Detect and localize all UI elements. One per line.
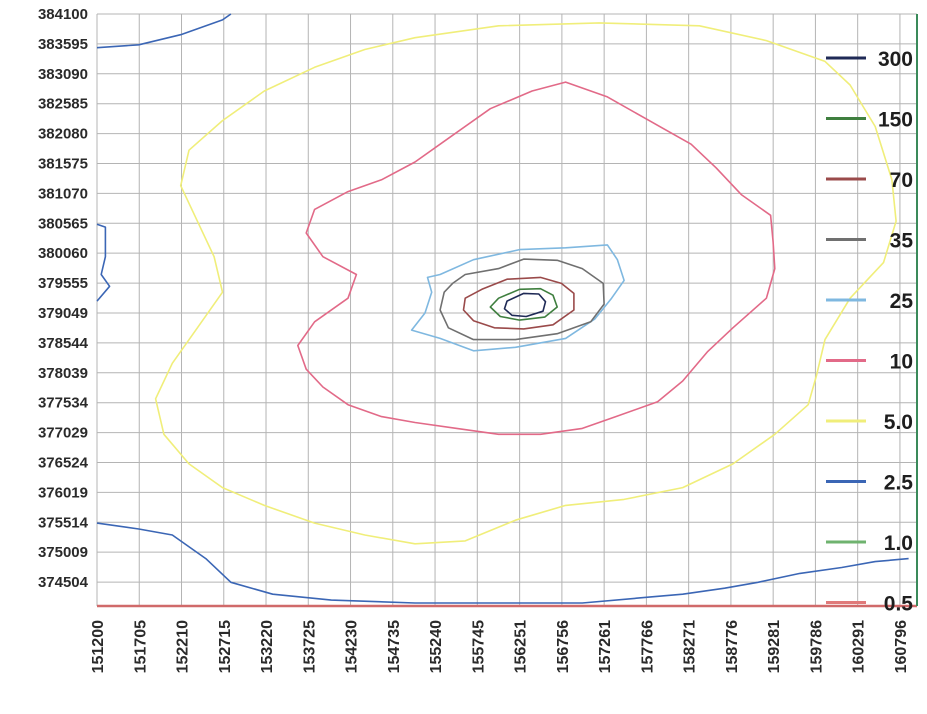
y-tick-label-19: 374504: [38, 574, 89, 591]
x-tick-label-7: 154735: [386, 620, 403, 673]
contour-line-2-5-7: [96, 13, 232, 49]
x-tick-label-6: 154230: [344, 620, 361, 673]
x-tick-label-10: 156251: [513, 620, 530, 673]
legend-label-1: 150: [878, 109, 913, 132]
y-tick-label-8: 380060: [38, 245, 88, 262]
contour-line-70-2: [462, 276, 575, 330]
x-tick-label-8: 155240: [428, 620, 445, 673]
x-tick-label-4: 153220: [259, 620, 276, 673]
contour-line-2-5-8: [96, 223, 111, 302]
x-tick-label-9: 155745: [470, 620, 487, 673]
x-tick-label-17: 159786: [808, 620, 825, 673]
y-tick-label-14: 377029: [38, 425, 88, 442]
y-tick-label-10: 379049: [38, 305, 88, 322]
legend-label-5: 10: [890, 351, 913, 374]
legend-label-9: 0.5: [884, 593, 914, 616]
x-tick-label-19: 160796: [893, 620, 910, 673]
x-tick-label-0: 151200: [90, 620, 107, 673]
x-tick-label-12: 157261: [597, 620, 614, 673]
x-tick-label-18: 160291: [851, 620, 868, 673]
y-tick-label-17: 375514: [38, 514, 89, 531]
x-axis-ticks: 151200 151705 152210 152715 153220 153725 1542…: [90, 620, 910, 673]
y-tick-label-7: 380565: [38, 215, 88, 232]
y-tick-label-1: 383595: [38, 36, 88, 53]
contour-line-2-5-9: [96, 522, 909, 604]
contour-line-35-1: [439, 258, 605, 341]
legend-label-0: 300: [878, 48, 913, 71]
legend-label-7: 2.5: [884, 472, 914, 495]
x-tick-label-14: 158271: [682, 620, 699, 673]
y-tick-label-4: 382080: [38, 126, 88, 143]
x-tick-label-5: 153725: [301, 620, 318, 673]
legend-label-2: 70: [890, 169, 913, 192]
legend-label-6: 5.0: [884, 411, 913, 434]
y-tick-label-12: 378039: [38, 365, 88, 382]
legend-label-3: 35: [890, 230, 914, 253]
legend: 300 150 70 35 25 10 5.0 2.5 1.0 0.5: [826, 48, 913, 616]
contour-line-25-0: [410, 244, 625, 352]
contour-line-150-3: [489, 287, 558, 321]
x-tick-label-16: 159281: [766, 620, 783, 673]
y-tick-label-15: 376524: [38, 454, 89, 471]
x-tick-label-3: 152715: [217, 620, 234, 673]
y-tick-label-16: 376019: [38, 484, 88, 501]
contour-line-10-5: [297, 81, 776, 436]
x-tick-label-1: 151705: [132, 620, 149, 673]
legend-label-4: 25: [890, 290, 914, 313]
x-tick-label-2: 152210: [175, 620, 192, 673]
grid: [96, 13, 917, 606]
y-tick-label-18: 375009: [38, 544, 88, 561]
y-tick-label-13: 377534: [38, 395, 89, 412]
y-tick-label-9: 379555: [38, 275, 88, 292]
y-tick-label-2: 383090: [38, 66, 88, 83]
contour-line-300-4: [503, 292, 547, 318]
contour-lines: [96, 13, 909, 604]
x-tick-label-15: 158776: [724, 620, 741, 673]
contour-line-5-0-6: [154, 22, 897, 545]
x-tick-label-13: 157766: [639, 620, 656, 673]
y-axis-ticks: 384100 383595 383090 382585 382080 381575 3810…: [38, 6, 89, 591]
legend-label-8: 1.0: [884, 532, 913, 555]
y-tick-label-3: 382585: [38, 96, 88, 113]
plot-frame: [97, 14, 918, 608]
y-tick-label-5: 381575: [38, 155, 88, 172]
y-tick-label-6: 381070: [38, 185, 88, 202]
y-tick-label-11: 378544: [38, 335, 89, 352]
x-tick-label-11: 156756: [555, 620, 572, 673]
y-tick-label-0: 384100: [38, 6, 88, 23]
